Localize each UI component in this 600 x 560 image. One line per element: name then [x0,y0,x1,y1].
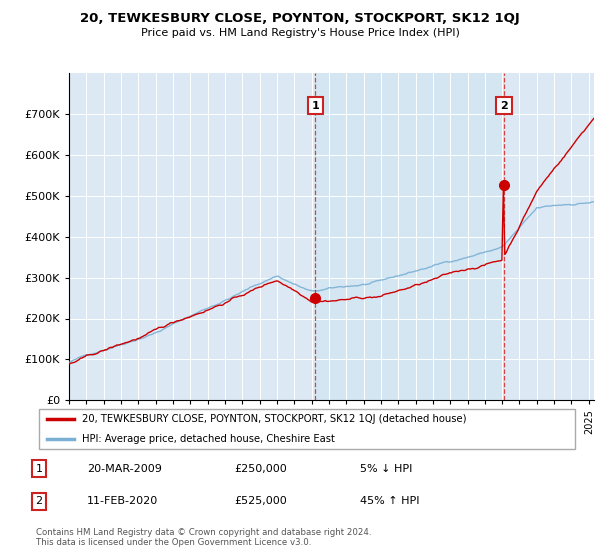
Text: £525,000: £525,000 [234,496,287,506]
FancyBboxPatch shape [39,409,575,449]
Text: 20, TEWKESBURY CLOSE, POYNTON, STOCKPORT, SK12 1QJ: 20, TEWKESBURY CLOSE, POYNTON, STOCKPORT… [80,12,520,25]
Text: Price paid vs. HM Land Registry's House Price Index (HPI): Price paid vs. HM Land Registry's House … [140,28,460,38]
Text: 20-MAR-2009: 20-MAR-2009 [87,464,162,474]
Text: 1: 1 [35,464,43,474]
Text: £250,000: £250,000 [234,464,287,474]
Text: 20, TEWKESBURY CLOSE, POYNTON, STOCKPORT, SK12 1QJ (detached house): 20, TEWKESBURY CLOSE, POYNTON, STOCKPORT… [82,414,467,424]
Text: 1: 1 [311,101,319,110]
Text: HPI: Average price, detached house, Cheshire East: HPI: Average price, detached house, Ches… [82,434,335,444]
Text: 5% ↓ HPI: 5% ↓ HPI [360,464,412,474]
Text: 2: 2 [500,101,508,110]
Text: 11-FEB-2020: 11-FEB-2020 [87,496,158,506]
Bar [316,73,504,400]
Text: Contains HM Land Registry data © Crown copyright and database right 2024.
This d: Contains HM Land Registry data © Crown c… [36,528,371,547]
Text: 2: 2 [35,496,43,506]
Text: 45% ↑ HPI: 45% ↑ HPI [360,496,419,506]
